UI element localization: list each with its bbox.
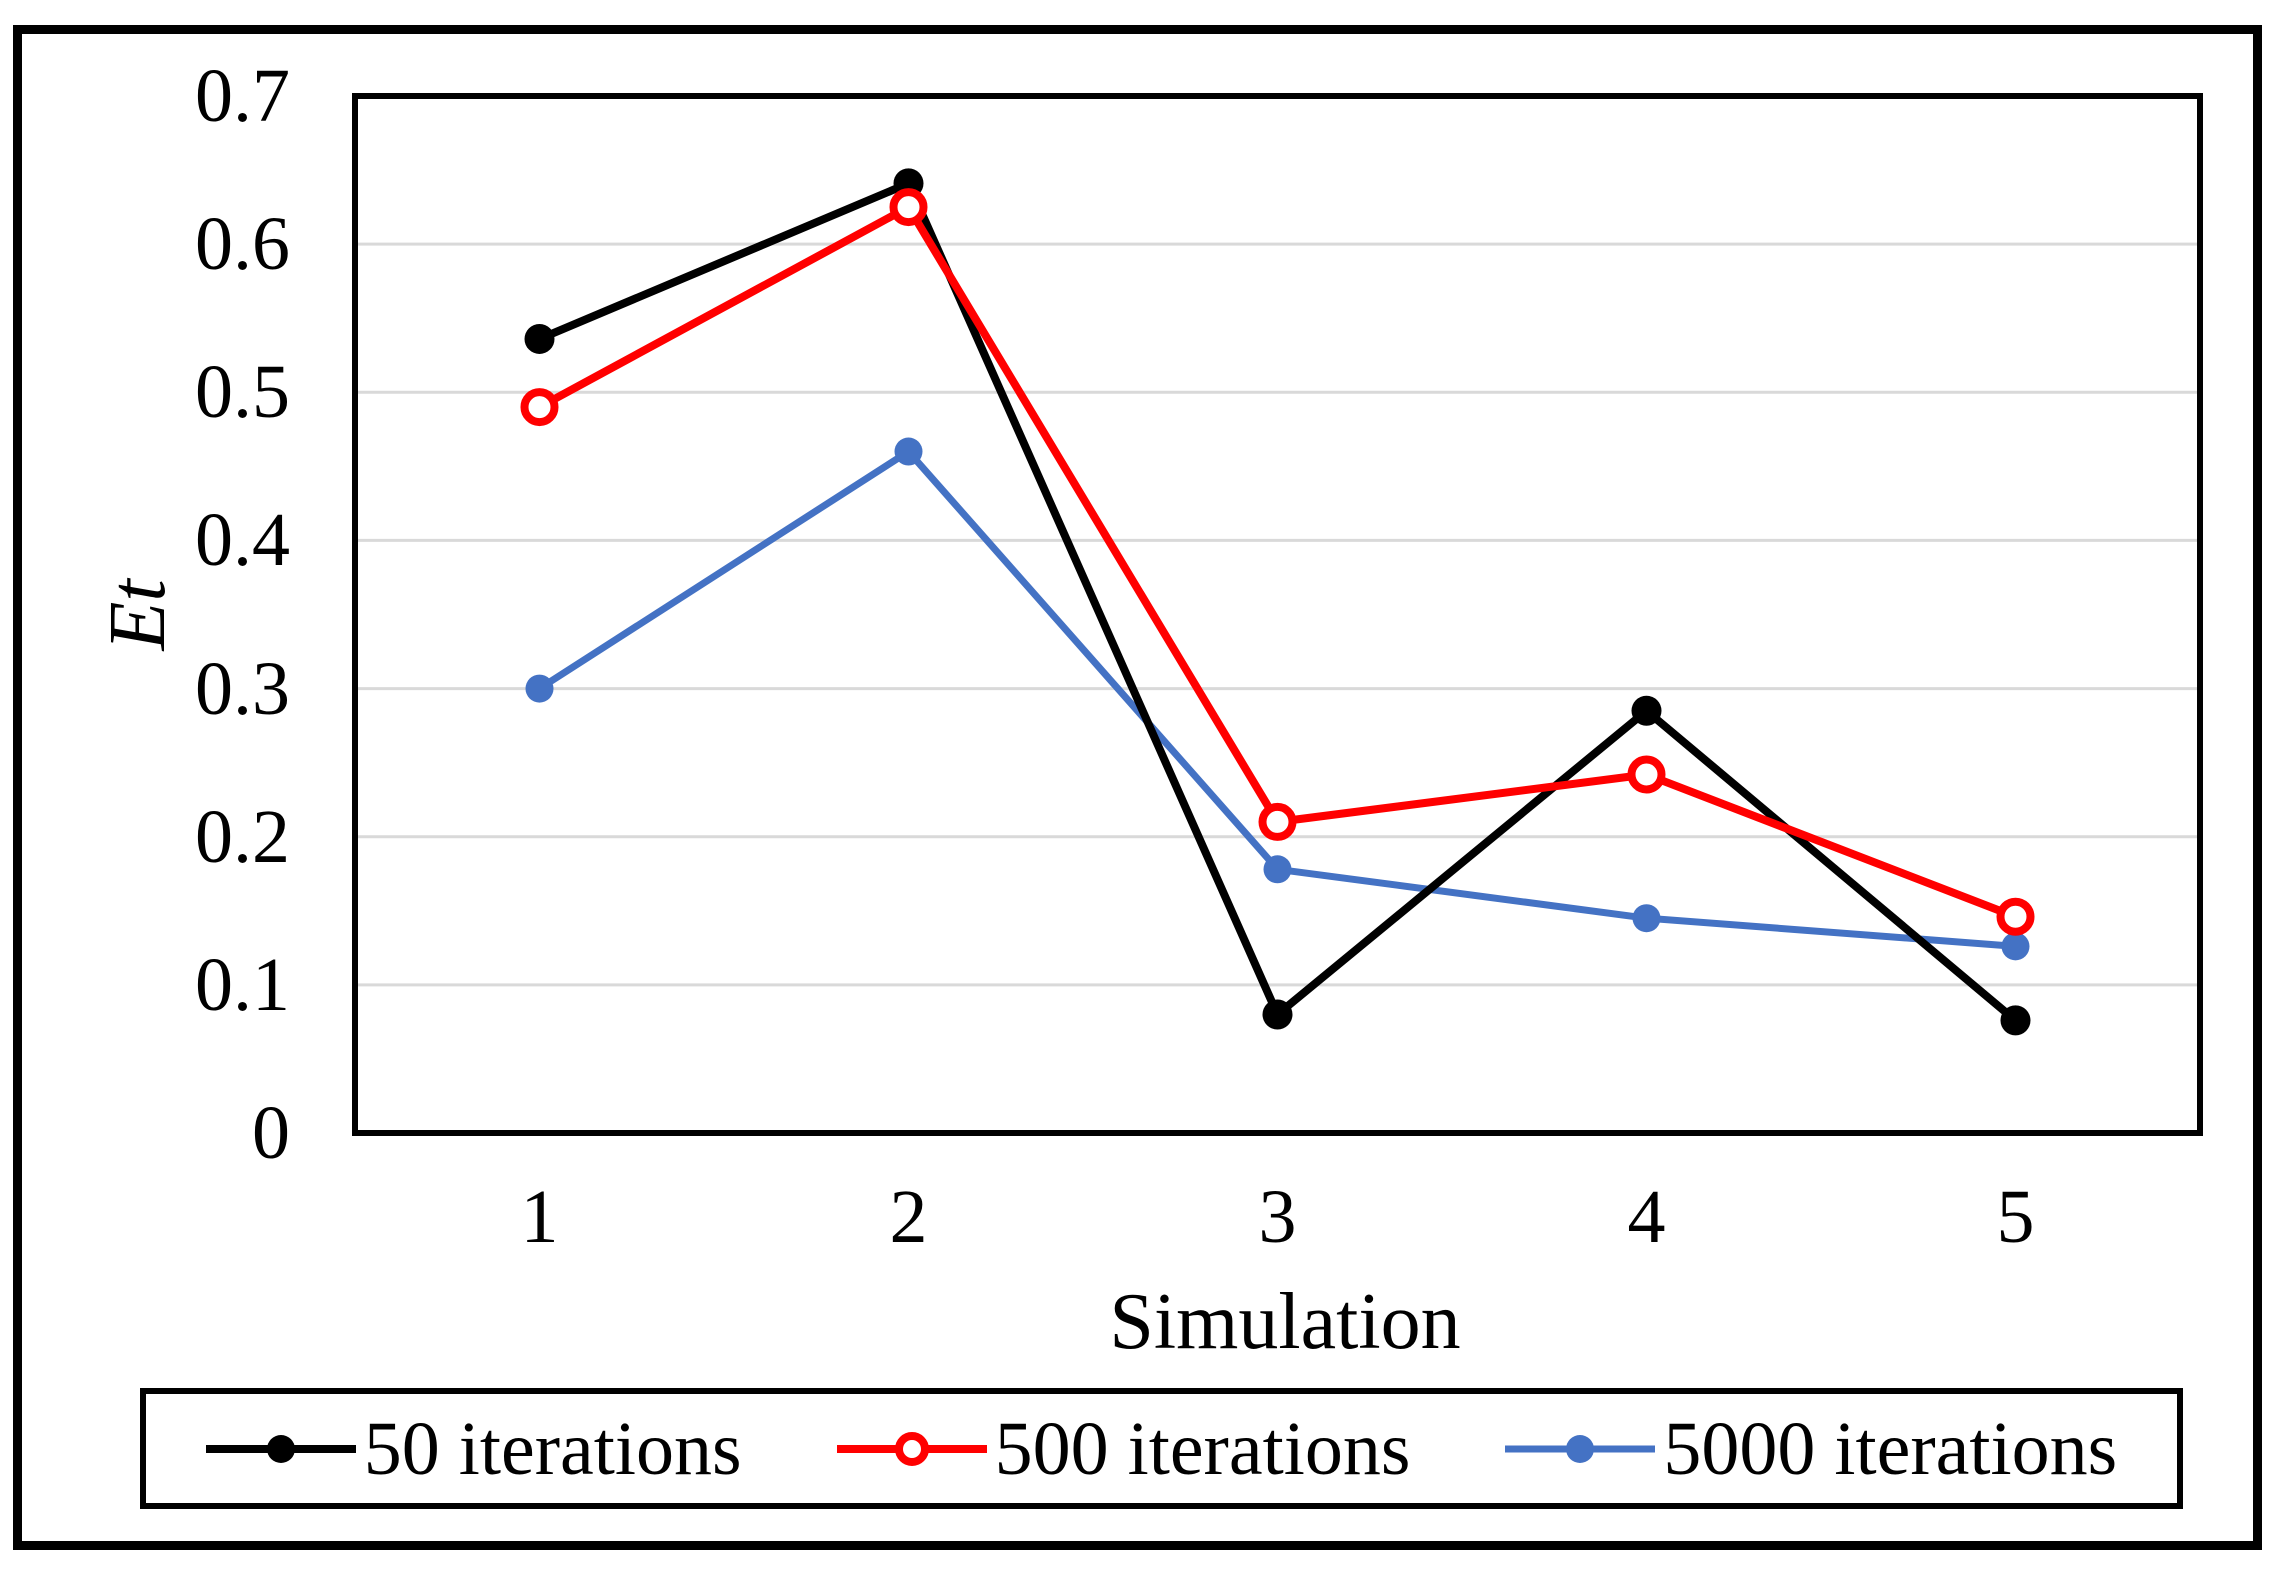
series-line-50-iterations (537, 179, 2019, 1024)
y-tick-label: 0.2 (195, 794, 290, 879)
y-tick-label: 0.7 (195, 54, 290, 138)
x-tick-label: 3 (1258, 1175, 1297, 1259)
y-axis-title: Et (94, 579, 182, 651)
legend-label: 5000 iterations (1663, 1406, 2118, 1491)
data-point-open-circle (1627, 755, 1666, 794)
data-point-open-circle (889, 188, 928, 227)
x-axis-title: Simulation (1109, 1278, 1461, 1366)
legend-item: 5000 iterations (1505, 1411, 2117, 1487)
legend: 50 iterations 500 iterations 5000 iteratio… (140, 1388, 2183, 1509)
legend-marker-filled-circle (1566, 1434, 1595, 1463)
legend-swatch-open-circle (836, 1431, 987, 1466)
data-point-filled-circle (525, 674, 554, 703)
data-point-filled-circle (1631, 695, 1662, 726)
x-tick-label: 5 (1996, 1175, 2035, 1259)
y-tick-label: 0.6 (195, 202, 290, 287)
legend-swatch-filled-circle (205, 1434, 356, 1463)
data-point-filled-circle (524, 323, 555, 354)
y-tick-label: 0.1 (195, 942, 290, 1027)
data-point-filled-circle (1263, 855, 1292, 884)
data-point-filled-circle (2001, 932, 2030, 961)
x-tick-label: 4 (1627, 1175, 1666, 1259)
figure-border (13, 25, 2262, 1550)
legend-swatch-filled-circle (1505, 1434, 1656, 1463)
y-tick-label: 0.5 (195, 350, 290, 435)
legend-marker-open-circle (894, 1431, 929, 1466)
data-point-filled-circle (1632, 904, 1661, 933)
data-point-filled-circle (894, 437, 923, 466)
x-tick-label: 1 (520, 1175, 559, 1259)
data-point-filled-circle (2000, 1005, 2031, 1036)
legend-item: 500 iterations (836, 1406, 1411, 1491)
data-point-open-circle (520, 388, 559, 427)
legend-label: 500 iterations (994, 1406, 1411, 1491)
legend-marker-filled-circle (266, 1434, 295, 1463)
data-point-open-circle (1258, 802, 1297, 841)
y-tick-label: 0 (252, 1091, 290, 1175)
legend-label: 50 iterations (363, 1406, 742, 1491)
plot-border (352, 93, 2203, 1136)
y-tick-label: 0.3 (195, 646, 290, 731)
x-tick-label: 2 (889, 1175, 928, 1259)
data-point-open-circle (1996, 897, 2035, 936)
y-tick-label: 0.4 (195, 498, 290, 583)
data-point-filled-circle (1262, 999, 1293, 1030)
legend-item: 50 iterations (205, 1406, 742, 1491)
